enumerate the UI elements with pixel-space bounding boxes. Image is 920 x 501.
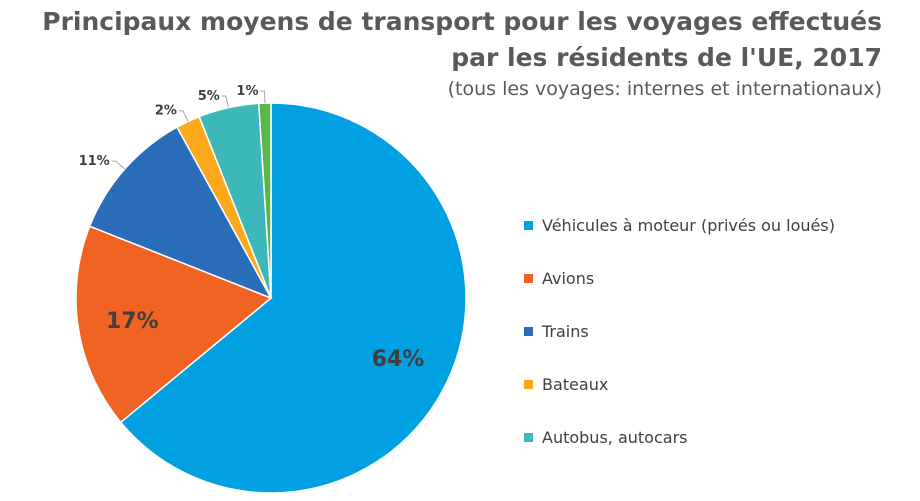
legend-item-0: Véhicules à moteur (privés ou loués) [524, 212, 835, 238]
chart-title-line-1: Principaux moyens de transport pour les … [42, 7, 882, 36]
pie-label-1: 17% [106, 309, 159, 334]
pie-label-3: 2% [155, 104, 177, 119]
pie-leader-line-2 [111, 160, 126, 170]
legend-item-2: Trains [524, 318, 835, 344]
pie-label-5: 1% [236, 84, 258, 99]
legend-label-3: Bateaux [542, 374, 609, 394]
pie-slice-0 [119, 102, 467, 494]
pie-slice-1 [75, 225, 273, 424]
pie-leader-line-4 [221, 95, 229, 108]
pie-slice-2 [88, 126, 273, 300]
legend-item-4: Autobus, autocars [524, 424, 835, 450]
pie-label-4: 5% [198, 89, 220, 104]
legend-label-2: Trains [542, 321, 589, 341]
chart-title-block: Principaux moyens de transport pour les … [42, 4, 882, 102]
legend-label-1: Avions [542, 268, 595, 288]
legend-item-1: Avions [524, 265, 835, 291]
chart-legend: Véhicules à moteur (privés ou loués) Avio… [524, 212, 835, 477]
legend-swatch-0 [524, 220, 533, 230]
legend-item-3: Bateaux [524, 371, 835, 397]
legend-swatch-3 [524, 379, 533, 389]
pie-leader-line-5 [260, 90, 266, 104]
legend-swatch-4 [524, 432, 533, 442]
legend-label-0: Véhicules à moteur (privés ou loués) [542, 215, 835, 235]
pie-label-2: 11% [79, 154, 110, 169]
chart-subtitle: (tous les voyages: internes et internati… [447, 78, 882, 100]
pie-leader-line-3 [178, 110, 189, 122]
legend-swatch-1 [524, 273, 533, 283]
chart-title-line-2: par les résidents de l'UE, 2017 [451, 43, 882, 72]
legend-label-4: Autobus, autocars [542, 427, 688, 447]
legend-swatch-2 [524, 326, 533, 336]
pie-label-0: 64% [372, 347, 425, 372]
